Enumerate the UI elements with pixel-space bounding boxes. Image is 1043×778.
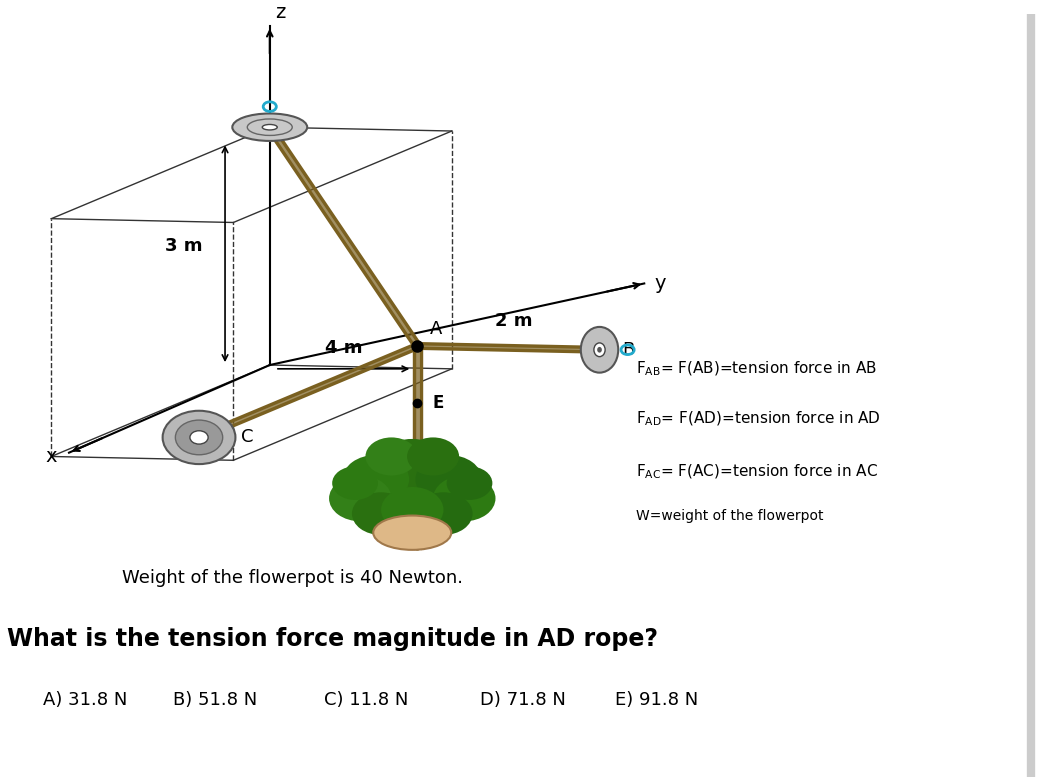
Circle shape	[372, 439, 452, 497]
Circle shape	[332, 466, 378, 500]
Circle shape	[433, 475, 495, 521]
Text: $\mathregular{F_{AB}}$= F(AB)=tension force in AB: $\mathregular{F_{AB}}$= F(AB)=tension fo…	[636, 359, 877, 378]
Text: B: B	[623, 341, 634, 359]
Ellipse shape	[262, 124, 277, 130]
Text: 2 m: 2 m	[495, 312, 532, 330]
Circle shape	[329, 475, 391, 521]
Circle shape	[381, 487, 443, 533]
Text: 4 m: 4 m	[324, 339, 362, 357]
Text: A: A	[430, 321, 442, 338]
Ellipse shape	[598, 347, 602, 352]
Ellipse shape	[581, 327, 618, 373]
Text: W=weight of the flowerpot: W=weight of the flowerpot	[636, 509, 823, 523]
Text: C) 11.8 N: C) 11.8 N	[324, 692, 408, 710]
Text: What is the tension force magnitude in AD rope?: What is the tension force magnitude in A…	[6, 627, 657, 651]
Text: y: y	[655, 274, 666, 293]
Text: 3 m: 3 m	[165, 237, 202, 255]
Circle shape	[175, 420, 223, 455]
Circle shape	[190, 431, 209, 444]
Text: A) 31.8 N: A) 31.8 N	[43, 692, 127, 710]
Text: $\mathregular{F_{AC}}$= F(AC)=tension force in AC: $\mathregular{F_{AC}}$= F(AC)=tension fo…	[636, 463, 878, 481]
Text: D) 71.8 N: D) 71.8 N	[480, 692, 565, 710]
Text: B) 51.8 N: B) 51.8 N	[173, 692, 258, 710]
Circle shape	[407, 437, 459, 475]
Text: C: C	[241, 429, 253, 447]
Ellipse shape	[593, 343, 605, 356]
Text: Weight of the flowerpot is 40 Newton.: Weight of the flowerpot is 40 Newton.	[122, 569, 463, 587]
Circle shape	[414, 492, 472, 535]
Text: E: E	[432, 394, 443, 412]
Circle shape	[163, 411, 236, 464]
Circle shape	[415, 455, 482, 503]
Text: E) 91.8 N: E) 91.8 N	[615, 692, 699, 710]
Circle shape	[446, 466, 492, 500]
Text: z: z	[275, 3, 286, 22]
Circle shape	[342, 455, 409, 503]
Text: $\mathregular{F_{AD}}$= F(AD)=tension force in AD: $\mathregular{F_{AD}}$= F(AD)=tension fo…	[636, 409, 880, 428]
Text: D: D	[289, 118, 302, 136]
Ellipse shape	[373, 516, 452, 550]
Circle shape	[351, 492, 410, 535]
Text: x: x	[45, 447, 56, 466]
Ellipse shape	[233, 114, 308, 141]
Circle shape	[365, 437, 417, 475]
